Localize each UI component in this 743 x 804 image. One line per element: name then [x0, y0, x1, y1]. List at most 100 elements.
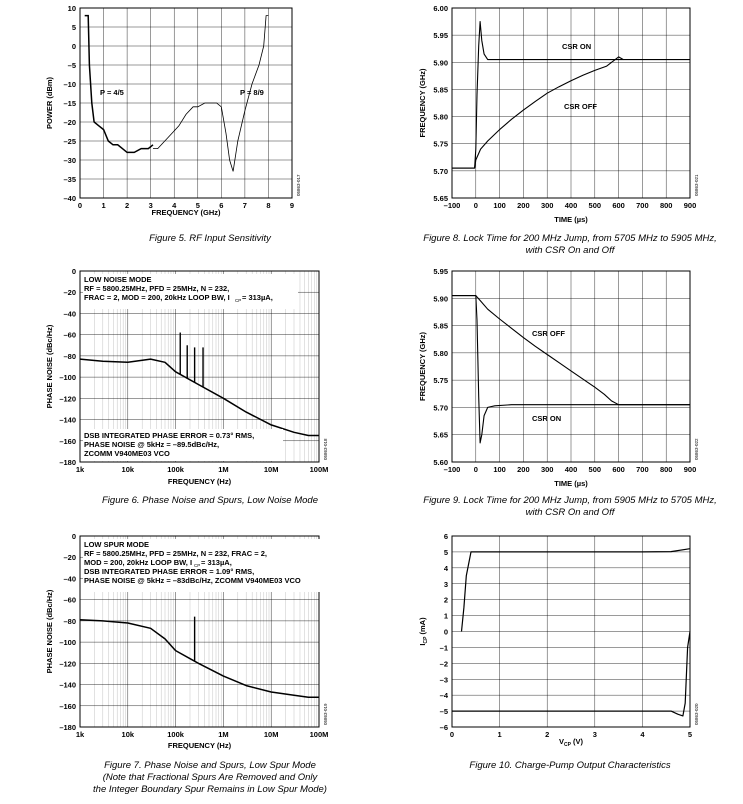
y-tick-label: –60	[63, 331, 76, 340]
x-tick-label: 0	[474, 201, 478, 210]
y-axis-label: PHASE NOISE (dBc/Hz)	[45, 589, 54, 673]
annotation-mode: LOW NOISE MODE	[84, 275, 152, 284]
y-tick-label: 5.85	[433, 322, 448, 331]
caption-fig6: Figure 6. Phase Noise and Spurs, Low Noi…	[102, 495, 318, 506]
series-line-1	[452, 295, 690, 406]
y-tick-label: 6.00	[433, 4, 448, 13]
x-tick-label: 2	[125, 201, 129, 210]
annotation-csr-on: CSR ON	[532, 414, 561, 423]
x-tick-label: 1M	[218, 730, 228, 739]
x-tick-label: 100k	[167, 730, 185, 739]
annotation-phase-noise: PHASE NOISE @ 5kHz = –89.5dBc/Hz,	[84, 440, 219, 449]
x-tick-label: 800	[660, 201, 673, 210]
y-tick-label: –160	[59, 702, 76, 711]
x-tick-label: 0	[450, 730, 454, 739]
figure-code: 05863-020	[694, 703, 699, 725]
x-tick-label: 400	[565, 201, 578, 210]
y-tick-label: 5	[444, 548, 448, 557]
y-axis-label-subscript: CP	[423, 636, 429, 644]
annotation-p89: P = 8/9	[240, 88, 264, 97]
figure-code: 05863-018	[323, 438, 328, 460]
y-tick-label: 6	[444, 532, 448, 541]
y-tick-label: –160	[59, 437, 76, 446]
y-tick-label: –6	[440, 723, 448, 732]
x-tick-label: 4	[640, 730, 645, 739]
y-tick-label: 5.90	[433, 294, 448, 303]
y-tick-label: –80	[63, 617, 76, 626]
x-tick-label: 10k	[122, 465, 135, 474]
x-axis-label: TIME (µs)	[554, 215, 588, 224]
annotation-box	[83, 274, 298, 309]
annotation-p45: P = 4/5	[100, 88, 124, 97]
annotation-params-3: = 313µA,	[201, 558, 232, 567]
y-tick-label: –2	[440, 659, 448, 668]
x-axis-label: FREQUENCY (GHz)	[151, 208, 221, 217]
y-axis-label: ICP (mA)	[418, 617, 429, 646]
x-tick-label: 4	[172, 201, 177, 210]
x-tick-label: 800	[660, 465, 673, 474]
annotation-box	[83, 539, 321, 592]
series-line-2	[452, 295, 690, 444]
y-tick-label: 0	[72, 532, 76, 541]
x-tick-label: 200	[517, 465, 530, 474]
y-tick-label: 0	[444, 628, 448, 637]
x-tick-label: 100M	[310, 465, 329, 474]
caption-fig7-line2: (Note that Fractional Spurs Are Removed …	[102, 772, 318, 783]
x-tick-label: 900	[684, 465, 697, 474]
y-tick-label: –3	[440, 675, 448, 684]
y-tick-label: 5	[72, 23, 76, 32]
x-tick-label: 2	[545, 730, 549, 739]
x-tick-label: 300	[541, 201, 554, 210]
x-tick-label: 100k	[167, 465, 185, 474]
annotation-csr-on: CSR ON	[562, 42, 591, 51]
y-tick-label: 5.70	[433, 167, 448, 176]
x-tick-label: 1k	[76, 730, 85, 739]
subscript-cp: CP	[194, 563, 200, 568]
figure-code: 05863-017	[296, 174, 301, 196]
series-line-1	[79, 619, 319, 699]
x-tick-label: 0	[78, 201, 82, 210]
fig9-chart: –100 0 100 200 300 400 500 600 700 800 900 5.95 5.90…	[418, 267, 699, 488]
x-tick-label: 400	[565, 465, 578, 474]
x-axis-label: FREQUENCY (Hz)	[168, 477, 232, 486]
caption-fig8-line2: with CSR On and Off	[525, 245, 615, 256]
y-tick-label: –120	[59, 659, 76, 668]
y-tick-label: 5.80	[433, 349, 448, 358]
x-tick-label: 10M	[264, 730, 279, 739]
annotation-params: RF = 5800.25MHz, PFD = 25MHz, N = 232,	[84, 284, 229, 293]
x-tick-label: 200	[517, 201, 530, 210]
figure-code: 05863-021	[694, 174, 699, 196]
plot-frame	[451, 270, 691, 463]
y-tick-label: 5.95	[433, 31, 448, 40]
x-tick-label: 9	[290, 201, 294, 210]
x-tick-label: 6	[219, 201, 223, 210]
y-tick-label: –25	[63, 137, 76, 146]
x-tick-label: 700	[636, 201, 649, 210]
y-tick-label: –35	[63, 175, 76, 184]
y-axis-label: PHASE NOISE (dBc/Hz)	[45, 324, 54, 408]
y-tick-label: –20	[63, 553, 76, 562]
annotation-phase-error: DSB INTEGRATED PHASE ERROR = 0.73° RMS,	[84, 431, 254, 440]
series-line-p89	[153, 15, 269, 172]
y-tick-label: 0	[72, 42, 76, 51]
y-tick-label: –20	[63, 288, 76, 297]
x-axis-label-unit: (V)	[571, 737, 584, 746]
x-tick-label: 5	[688, 730, 692, 739]
caption-fig10: Figure 10. Charge-Pump Output Characteri…	[469, 760, 671, 771]
x-tick-label: 10M	[264, 465, 279, 474]
fig10-chart: 0 1 2 3 4 5 6 5 4 3 2 1 0 –1 –2 –3 –4 –5 –6 05863-020 VCP (V…	[418, 532, 699, 748]
x-tick-label: 1	[101, 201, 105, 210]
y-tick-label: 3	[444, 580, 448, 589]
y-tick-label: –140	[59, 416, 76, 425]
x-tick-label: 7	[243, 201, 247, 210]
y-tick-label: 5.65	[433, 431, 448, 440]
subscript-cp: CP	[235, 298, 241, 303]
caption-fig9-line2: with CSR On and Off	[525, 507, 615, 518]
x-tick-label: 1	[498, 730, 502, 739]
annotation-params: RF = 5800.25MHz, PFD = 25MHz, N = 232, F…	[84, 549, 267, 558]
fig6-chart: 1k 10k 100k 1M 10M 100M 0 –20 –40 –60 –80 –100 –120 –…	[45, 267, 328, 486]
x-tick-label: 100	[493, 465, 506, 474]
annotation-csr-off: CSR OFF	[564, 102, 597, 111]
y-tick-label: –60	[63, 596, 76, 605]
